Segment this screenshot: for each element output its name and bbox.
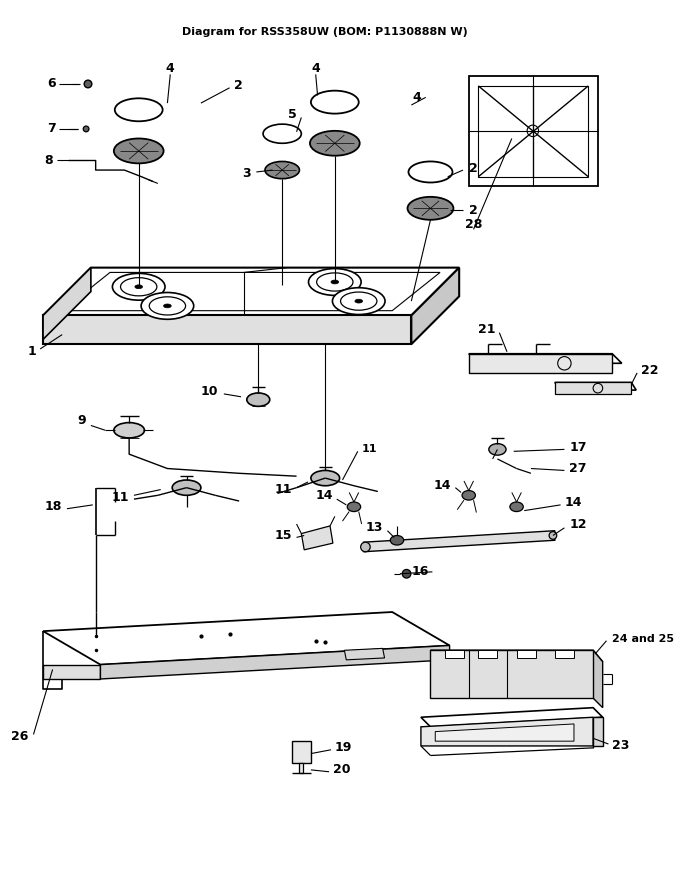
Polygon shape	[555, 383, 636, 390]
Ellipse shape	[510, 502, 524, 512]
Polygon shape	[478, 651, 498, 658]
Ellipse shape	[84, 80, 92, 88]
Polygon shape	[43, 664, 101, 679]
Text: 5: 5	[288, 108, 296, 121]
Ellipse shape	[311, 91, 359, 113]
Ellipse shape	[114, 139, 164, 163]
Ellipse shape	[347, 502, 360, 512]
Text: 4: 4	[311, 62, 320, 75]
Text: 22: 22	[641, 364, 658, 378]
Polygon shape	[364, 531, 555, 552]
Text: 20: 20	[333, 763, 350, 776]
Text: 2: 2	[469, 204, 477, 217]
Polygon shape	[421, 708, 602, 726]
Text: 4: 4	[412, 91, 421, 104]
Text: 10: 10	[201, 385, 218, 399]
Text: 9: 9	[78, 414, 86, 427]
Ellipse shape	[355, 299, 362, 303]
Ellipse shape	[263, 124, 301, 143]
Text: 26: 26	[12, 730, 29, 743]
Text: 14: 14	[316, 489, 333, 501]
Text: 24 and 25: 24 and 25	[612, 634, 675, 644]
Ellipse shape	[407, 197, 454, 220]
Ellipse shape	[172, 480, 201, 495]
Ellipse shape	[164, 304, 171, 308]
Text: 11: 11	[362, 445, 377, 454]
Ellipse shape	[462, 491, 475, 501]
Polygon shape	[344, 649, 385, 660]
Ellipse shape	[549, 532, 557, 539]
Ellipse shape	[265, 161, 299, 179]
Polygon shape	[593, 718, 602, 746]
Ellipse shape	[83, 126, 89, 132]
Polygon shape	[445, 651, 464, 658]
Ellipse shape	[409, 161, 452, 182]
Ellipse shape	[311, 470, 339, 486]
Polygon shape	[411, 268, 459, 344]
Ellipse shape	[309, 269, 361, 296]
Text: 11: 11	[112, 491, 129, 504]
Polygon shape	[469, 77, 598, 187]
Text: 16: 16	[411, 565, 428, 578]
Text: 12: 12	[569, 517, 587, 530]
Text: 14: 14	[434, 480, 452, 493]
Text: 14: 14	[564, 495, 582, 508]
Ellipse shape	[112, 274, 165, 300]
Text: 23: 23	[612, 739, 630, 753]
Polygon shape	[469, 354, 622, 364]
Ellipse shape	[403, 569, 411, 578]
Text: 15: 15	[274, 529, 292, 542]
Polygon shape	[421, 718, 593, 746]
Text: Diagram for RSS358UW (BOM: P1130888N W): Diagram for RSS358UW (BOM: P1130888N W)	[182, 26, 468, 37]
Polygon shape	[430, 651, 593, 698]
Polygon shape	[292, 741, 311, 763]
Ellipse shape	[135, 285, 143, 289]
Polygon shape	[43, 268, 91, 339]
Text: 1: 1	[28, 345, 36, 358]
Ellipse shape	[310, 131, 360, 156]
Ellipse shape	[333, 288, 385, 315]
Text: 27: 27	[569, 462, 587, 475]
Text: 6: 6	[47, 78, 56, 91]
Polygon shape	[517, 651, 536, 658]
Text: 4: 4	[166, 62, 175, 75]
Polygon shape	[555, 651, 574, 658]
Text: 2: 2	[469, 161, 477, 174]
Text: 8: 8	[44, 154, 52, 167]
Polygon shape	[469, 354, 612, 373]
Text: 2: 2	[235, 79, 243, 92]
Text: 28: 28	[465, 218, 482, 231]
Polygon shape	[555, 383, 631, 394]
Polygon shape	[43, 316, 411, 344]
Polygon shape	[43, 612, 449, 664]
Polygon shape	[101, 645, 449, 679]
Polygon shape	[43, 268, 459, 316]
Ellipse shape	[141, 292, 194, 319]
Ellipse shape	[331, 280, 339, 284]
Polygon shape	[301, 526, 333, 550]
Ellipse shape	[115, 99, 163, 121]
Ellipse shape	[390, 535, 404, 545]
Text: 11: 11	[274, 483, 292, 496]
Text: 3: 3	[242, 167, 251, 181]
Polygon shape	[435, 724, 574, 741]
Polygon shape	[299, 763, 303, 773]
Text: 7: 7	[47, 122, 56, 135]
Text: 18: 18	[45, 501, 62, 514]
Polygon shape	[430, 651, 602, 662]
Ellipse shape	[360, 542, 370, 552]
Ellipse shape	[527, 125, 539, 137]
Text: 19: 19	[335, 741, 352, 754]
Text: 13: 13	[365, 521, 383, 535]
Text: 21: 21	[478, 324, 496, 337]
Text: 17: 17	[569, 441, 587, 454]
Ellipse shape	[489, 444, 506, 455]
Polygon shape	[593, 651, 602, 708]
Ellipse shape	[247, 393, 270, 406]
Ellipse shape	[114, 423, 144, 438]
